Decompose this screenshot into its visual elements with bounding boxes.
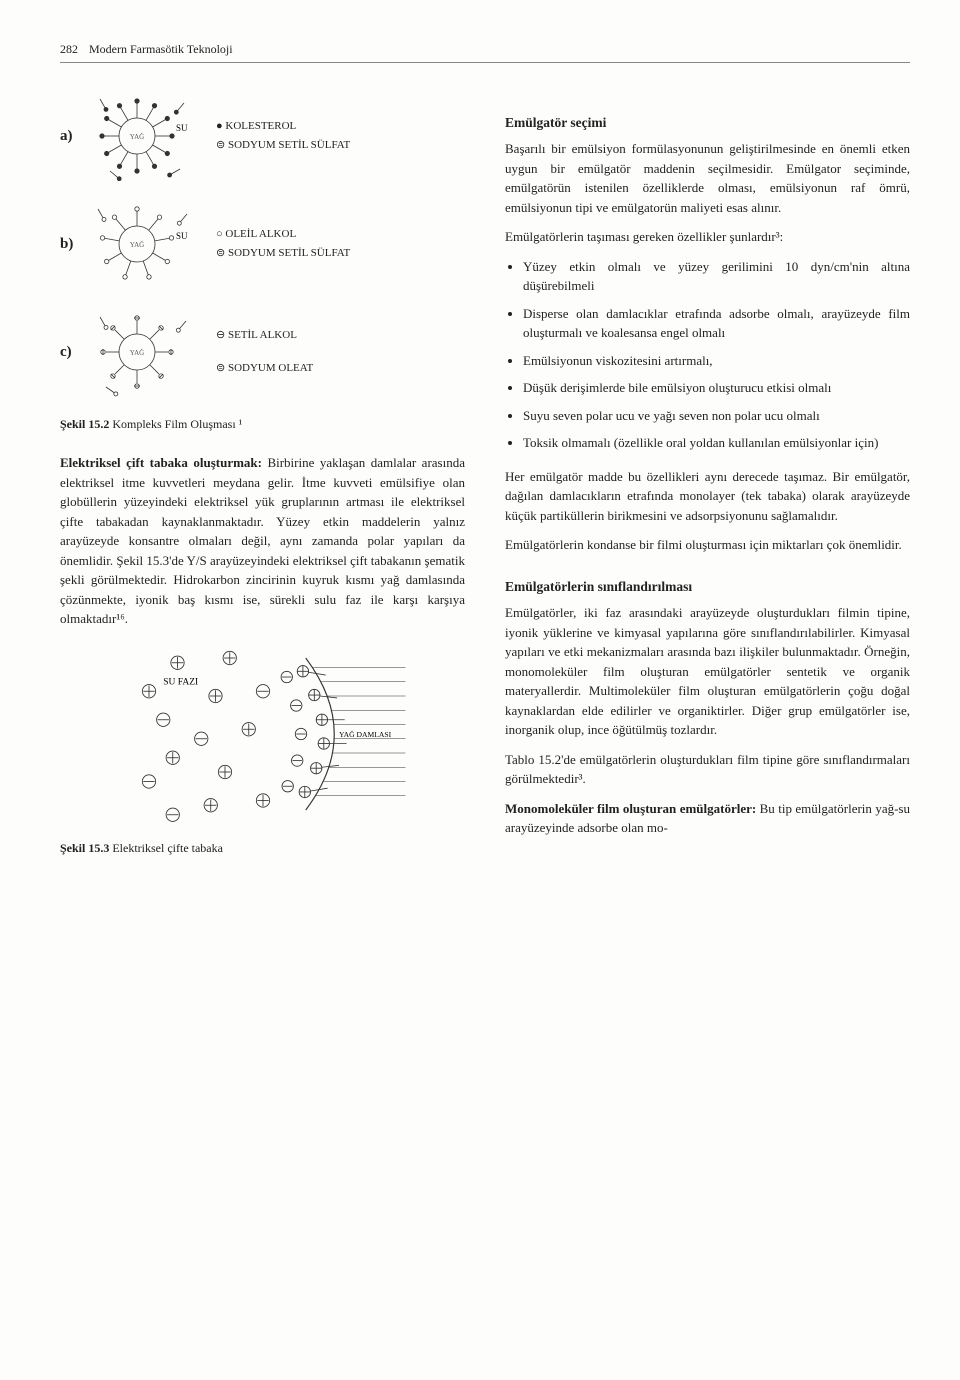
right-para-1: Başarılı bir emülsiyon formülasyonunun g… [505,139,910,217]
figure-15-2-a: a) YAĞ [60,91,465,181]
right-para-6: Tablo 15.2'de emülgatörlerin oluşturdukl… [505,750,910,789]
left-para-1-lead: Elektriksel çift tabaka oluşturmak: [60,455,262,470]
legend-c: ⊖ SETİL ALKOL ⊜ SODYUM OLEAT [216,326,313,377]
left-column: a) YAĞ [60,91,465,877]
left-para-1-body: Birbirine yaklaşan damlalar arasında ele… [60,455,465,626]
figure-15-3-caption-text: Elektriksel çifte tabaka [109,841,223,855]
figure-15-2-caption: Şekil 15.2 Kompleks Film Oluşması ¹ [60,415,465,433]
list-item: Emülsiyonun viskozitesini artırmalı, [523,351,910,371]
legend-b: ○ OLEİL ALKOL ⊜ SODYUM SETİL SÜLFAT [216,225,350,262]
list-item: Yüzey etkin olmalı ve yüzey gerilimini 1… [523,257,910,296]
right-para-3: Her emülgatör madde bu özellikleri aynı … [505,467,910,526]
right-para-7: Monomoleküler film oluşturan emülgatörle… [505,799,910,838]
list-item: Toksik olmamalı (özellikle oral yoldan k… [523,433,910,453]
figure-15-2-b: b) YAĞ SU [60,199,465,289]
legend-c-2: ⊜ SODYUM OLEAT [216,359,313,378]
figure-label-a: a) [60,125,78,148]
figure-15-3-caption: Şekil 15.3 Elektriksel çifte tabaka [60,839,465,857]
legend-a-1: ● KOLESTEROL [216,117,350,136]
two-column-layout: a) YAĞ [60,91,910,877]
micelle-diagram-b: YAĞ SU [92,199,202,289]
left-para-1: Elektriksel çift tabaka oluşturmak: Birb… [60,453,465,629]
svg-text:YAĞ: YAĞ [130,241,144,249]
legend-a: ● KOLESTEROL ⊜ SODYUM SETİL SÜLFAT [216,117,350,154]
list-item: Düşük derişimlerde bile emülsiyon oluştu… [523,378,910,398]
svg-text:YAĞ: YAĞ [130,349,144,357]
legend-c-1: ⊖ SETİL ALKOL [216,326,313,345]
right-column: Emülgatör seçimi Başarılı bir emülsiyon … [505,91,910,877]
figure-15-3-caption-label: Şekil 15.3 [60,841,109,855]
emulgator-properties-list: Yüzey etkin olmalı ve yüzey gerilimini 1… [505,257,910,453]
micelle-diagram-a: YAĞ [92,91,202,181]
legend-a-2: ⊜ SODYUM SETİL SÜLFAT [216,136,350,155]
right-para-5: Emülgatörler, iki faz arasındaki arayüze… [505,603,910,740]
right-para-7-lead: Monomoleküler film oluşturan emülgatörle… [505,801,756,816]
figure-15-3-diagram: YAĞ DAMLASI [113,639,413,829]
legend-b-1: ○ OLEİL ALKOL [216,225,350,244]
book-title: Modern Farmasötik Teknoloji [89,42,233,56]
page-number: 282 [60,42,78,56]
svg-text:SU: SU [176,231,188,241]
list-item: Disperse olan damlacıklar etrafında adso… [523,304,910,343]
micelle-diagram-c: YAĞ [92,307,202,397]
right-para-4: Emülgatörlerin kondanse bir filmi oluştu… [505,535,910,555]
su-label: SU [176,123,188,133]
figure-15-2-caption-label: Şekil 15.2 [60,417,109,431]
heading-emulgator-secimi: Emülgatör seçimi [505,113,910,133]
svg-text:YAĞ DAMLASI: YAĞ DAMLASI [339,728,392,738]
legend-b-2: ⊜ SODYUM SETİL SÜLFAT [216,244,350,263]
su-fazi-label: SU FAZI [163,677,198,687]
figure-label-c: c) [60,341,78,364]
list-item: Suyu seven polar ucu ve yağı seven non p… [523,406,910,426]
figure-15-2-caption-text: Kompleks Film Oluşması ¹ [109,417,242,431]
figure-label-b: b) [60,233,78,256]
right-para-2: Emülgatörlerin taşıması gereken özellikl… [505,227,910,247]
svg-text:YAĞ: YAĞ [130,133,144,141]
heading-siniflandirma: Emülgatörlerin sınıflandırılması [505,577,910,597]
page-header: 282 Modern Farmasötik Teknoloji [60,40,910,63]
figure-15-2-c: c) YAĞ [60,307,465,397]
